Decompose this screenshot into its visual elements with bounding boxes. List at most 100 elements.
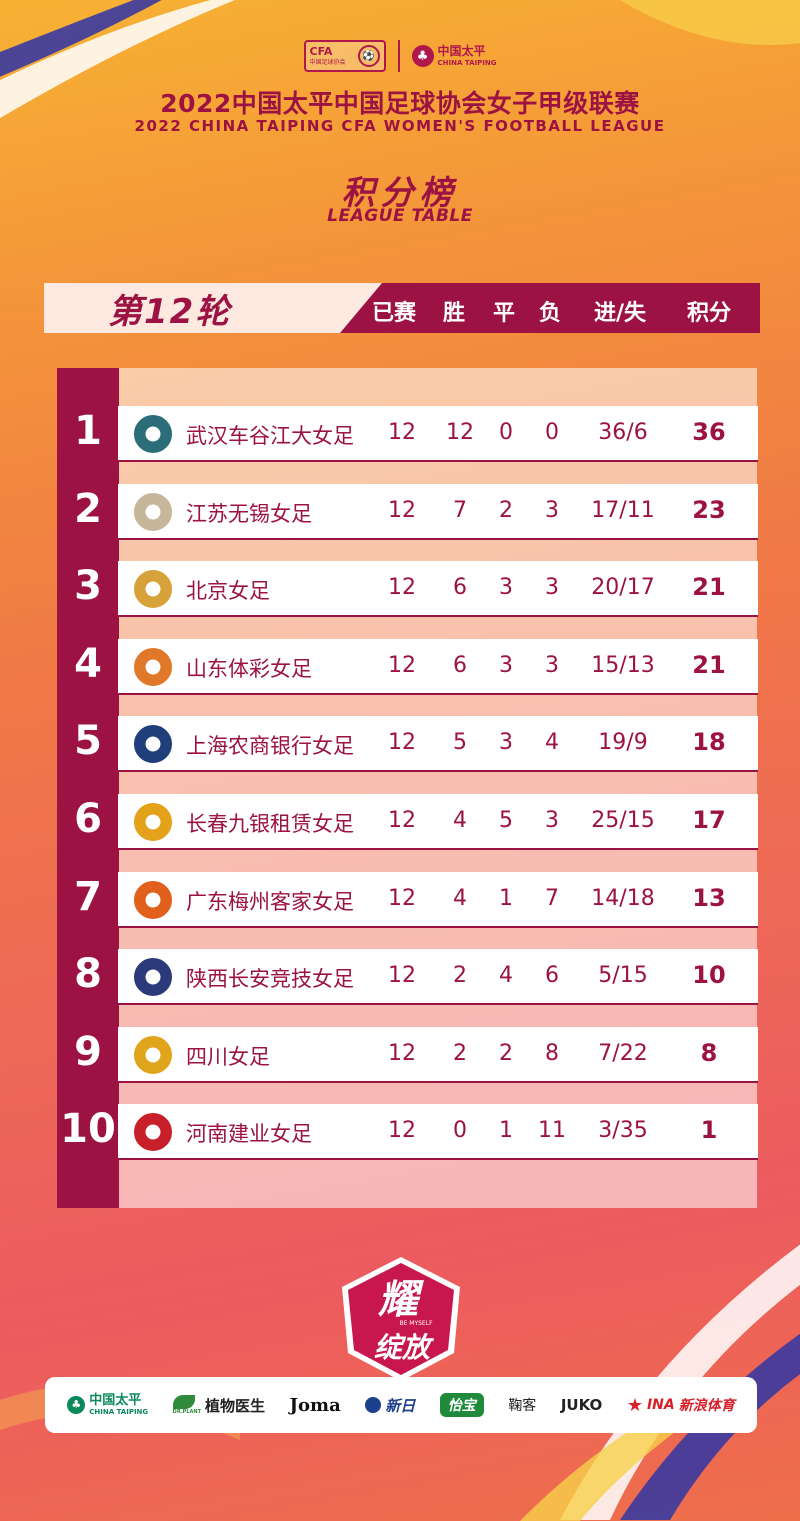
goals-cell: 19/9 xyxy=(598,730,648,755)
col-header-goals: 进/失 xyxy=(593,301,647,326)
played-cell: 12 xyxy=(388,963,416,988)
leaf-icon xyxy=(172,1395,195,1409)
drawn-cell: 1 xyxy=(499,886,513,911)
emblem-text-bottom: 绽放 xyxy=(374,1331,435,1364)
team-name: 武汉车谷江大女足 xyxy=(186,424,354,448)
column-header-bar xyxy=(340,283,760,333)
goals-cell: 7/22 xyxy=(598,1041,648,1066)
table-title-en: LEAGUE TABLE xyxy=(327,206,473,226)
col-header-drawn: 平 xyxy=(492,301,515,326)
header-logos: CFA 中国足球协会 ⚽ ♣ 中国太平 CHINA TAIPING xyxy=(0,40,800,72)
team-logo-icon xyxy=(134,415,172,453)
team-logo-icon xyxy=(134,1113,172,1151)
lost-cell: 4 xyxy=(545,730,559,755)
cfa-logo-sub: 中国足球协会 xyxy=(309,59,346,66)
won-cell: 5 xyxy=(453,730,467,755)
team-name: 广东梅州客家女足 xyxy=(186,890,354,914)
table-title: 积分榜 xyxy=(341,173,459,212)
sponsor-juko: JUKO xyxy=(560,1396,603,1414)
team-logo-icon xyxy=(134,881,172,919)
team-name: 江苏无锡女足 xyxy=(186,502,312,526)
drawn-cell: 4 xyxy=(499,963,513,988)
table-row: 河南建业女足 12 0 1 11 3/35 1 xyxy=(118,1104,758,1160)
team-name: 上海农商银行女足 xyxy=(186,734,354,758)
table-row: 武汉车谷江大女足 12 12 0 0 36/6 36 xyxy=(118,406,758,462)
team-name: 陕西长安竞技女足 xyxy=(186,967,354,991)
table-row: 陕西长安竞技女足 12 2 4 6 5/15 10 xyxy=(118,949,758,1005)
col-header-lost: 负 xyxy=(538,301,561,326)
played-cell: 12 xyxy=(388,420,416,445)
team-logo-icon xyxy=(134,648,172,686)
emblem-tagline: BE MYSELF xyxy=(399,1320,433,1327)
points-cell: 23 xyxy=(692,496,726,524)
lost-cell: 3 xyxy=(545,498,559,523)
lost-cell: 3 xyxy=(545,575,559,600)
points-cell: 21 xyxy=(692,651,726,679)
goals-cell: 5/15 xyxy=(598,963,648,988)
points-cell: 17 xyxy=(692,806,726,834)
lost-cell: 11 xyxy=(538,1118,566,1143)
cfa-crest-icon: ⚽ xyxy=(357,45,380,67)
rank-number: 5 xyxy=(74,718,102,764)
rank-number: 8 xyxy=(74,951,102,997)
sponsor-taiping-en: CHINA TAIPING xyxy=(89,1408,149,1417)
played-cell: 12 xyxy=(388,808,416,833)
col-header-won: 胜 xyxy=(442,301,465,326)
won-cell: 7 xyxy=(453,498,467,523)
lost-cell: 0 xyxy=(545,420,559,445)
goals-cell: 3/35 xyxy=(598,1118,648,1143)
goals-cell: 36/6 xyxy=(598,420,648,445)
drawn-cell: 3 xyxy=(499,653,513,678)
taiping-tree-icon: ♣ xyxy=(67,1395,86,1414)
round-box: 第12轮 xyxy=(44,283,384,333)
be-myself-emblem: 耀 绽放 BE MYSELF xyxy=(342,1257,460,1381)
points-cell: 8 xyxy=(700,1039,718,1067)
points-cell: 1 xyxy=(700,1116,718,1144)
goals-cell: 14/18 xyxy=(591,886,655,911)
table-row: 四川女足 12 2 2 8 7/22 8 xyxy=(118,1027,758,1083)
won-cell: 4 xyxy=(453,808,467,833)
logo-divider xyxy=(397,40,400,72)
league-title: 2022中国太平中国足球协会女子甲级联赛 xyxy=(160,89,640,118)
won-cell: 4 xyxy=(453,886,467,911)
drawn-cell: 2 xyxy=(499,1041,513,1066)
table-row: 北京女足 12 6 3 3 20/17 21 xyxy=(118,561,758,617)
col-header-played: 已赛 xyxy=(371,301,416,326)
rank-column xyxy=(57,368,119,1208)
table-row: 广东梅州客家女足 12 4 1 7 14/18 13 xyxy=(118,872,758,928)
rank-number: 9 xyxy=(74,1029,102,1075)
drawn-cell: 3 xyxy=(499,575,513,600)
points-cell: 18 xyxy=(692,728,726,756)
won-cell: 6 xyxy=(453,653,467,678)
team-name: 北京女足 xyxy=(186,579,270,603)
drawn-cell: 1 xyxy=(499,1118,513,1143)
rank-number: 7 xyxy=(74,874,102,920)
zhiwu-label: 植物医生 xyxy=(204,1396,265,1415)
sponsor-yibao: 怡宝 xyxy=(439,1393,484,1417)
team-logo-icon xyxy=(134,570,172,608)
xinri-icon xyxy=(365,1397,382,1413)
rank-number: 3 xyxy=(74,563,102,609)
round-label: 第12轮 xyxy=(108,291,232,332)
rank-number: 1 xyxy=(74,408,102,454)
sponsor-sina: ★ INA 新浪体育 xyxy=(627,1395,735,1416)
played-cell: 12 xyxy=(388,886,416,911)
league-title-en: 2022 CHINA TAIPING CFA WOMEN'S FOOTBALL … xyxy=(134,117,666,135)
lost-cell: 8 xyxy=(545,1041,559,1066)
drawn-cell: 3 xyxy=(499,730,513,755)
points-cell: 10 xyxy=(692,961,726,989)
team-logo-icon xyxy=(134,958,172,996)
won-cell: 2 xyxy=(453,963,467,988)
sina-label: 新浪体育 xyxy=(678,1398,735,1414)
team-name: 四川女足 xyxy=(186,1045,270,1069)
sina-prefix: INA xyxy=(646,1397,675,1413)
team-name: 长春九银租赁女足 xyxy=(186,812,354,836)
table-row: 长春九银租赁女足 12 4 5 3 25/15 17 xyxy=(118,794,758,850)
drawn-cell: 2 xyxy=(499,498,513,523)
table-row: 江苏无锡女足 12 7 2 3 17/11 23 xyxy=(118,484,758,540)
lost-cell: 3 xyxy=(545,653,559,678)
sina-star-icon: ★ xyxy=(626,1394,643,1416)
sponsor-en: CHINA TAIPING xyxy=(437,58,497,67)
rank-number: 4 xyxy=(74,641,102,687)
zhiwu-mark: DR.PLANT xyxy=(172,1395,201,1415)
